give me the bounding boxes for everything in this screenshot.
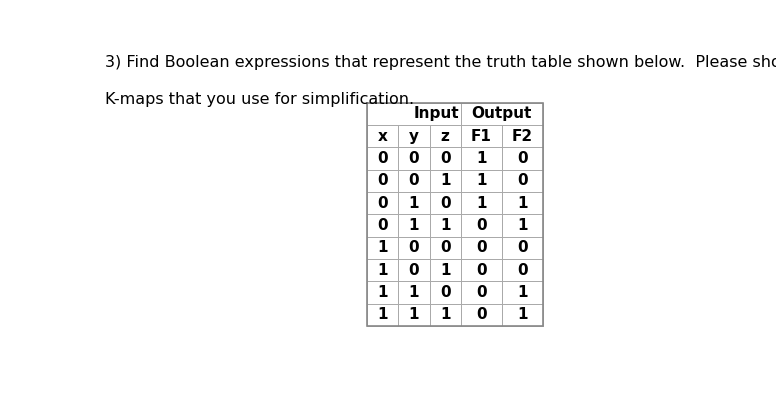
Bar	[430, 147, 461, 170]
Text: 1: 1	[476, 173, 487, 188]
Bar	[367, 214, 398, 237]
Text: 0: 0	[409, 240, 419, 255]
Text: F1: F1	[471, 129, 492, 144]
Text: 1: 1	[409, 307, 419, 322]
Bar	[461, 281, 502, 303]
Text: 1: 1	[377, 285, 388, 300]
Bar	[461, 147, 502, 170]
Bar	[367, 281, 398, 303]
Bar	[502, 192, 542, 214]
Text: 0: 0	[409, 262, 419, 278]
Bar	[367, 103, 461, 125]
Bar	[398, 170, 430, 192]
Text: 0: 0	[440, 285, 451, 300]
Text: 1: 1	[377, 240, 388, 255]
Text: 0: 0	[476, 240, 487, 255]
Text: 1: 1	[476, 196, 487, 210]
Bar	[430, 125, 461, 147]
Text: Input: Input	[414, 106, 459, 121]
Bar	[502, 259, 542, 281]
Bar	[461, 303, 502, 326]
Bar	[461, 170, 502, 192]
Text: 1: 1	[476, 151, 487, 166]
Bar	[461, 259, 502, 281]
Bar	[367, 259, 398, 281]
Text: 1: 1	[409, 285, 419, 300]
Text: 0: 0	[377, 218, 388, 233]
Text: 1: 1	[440, 262, 450, 278]
Text: 0: 0	[440, 240, 451, 255]
Bar	[398, 303, 430, 326]
Text: x: x	[378, 129, 387, 144]
Bar	[367, 192, 398, 214]
Bar	[502, 214, 542, 237]
Text: 1: 1	[409, 218, 419, 233]
Text: 0: 0	[517, 262, 528, 278]
Bar	[502, 170, 542, 192]
Bar	[398, 214, 430, 237]
Bar	[398, 281, 430, 303]
Text: 1: 1	[440, 173, 450, 188]
Text: 1: 1	[440, 218, 450, 233]
Text: 0: 0	[517, 173, 528, 188]
Bar	[367, 237, 398, 259]
Text: 0: 0	[377, 173, 388, 188]
Bar	[430, 259, 461, 281]
Text: 0: 0	[440, 151, 451, 166]
Bar	[502, 147, 542, 170]
Text: 0: 0	[377, 196, 388, 210]
Bar	[430, 192, 461, 214]
Bar	[502, 237, 542, 259]
Text: z: z	[441, 129, 449, 144]
Bar	[398, 147, 430, 170]
Text: 0: 0	[476, 307, 487, 322]
Text: 1: 1	[377, 262, 388, 278]
Text: K-maps that you use for simplification.: K-maps that you use for simplification.	[105, 92, 414, 107]
Text: 1: 1	[440, 307, 450, 322]
Bar	[367, 303, 398, 326]
Bar	[398, 192, 430, 214]
Text: 1: 1	[517, 218, 528, 233]
Text: 0: 0	[440, 196, 451, 210]
Text: 1: 1	[517, 307, 528, 322]
Text: Output: Output	[472, 106, 532, 121]
Text: 0: 0	[517, 151, 528, 166]
Bar	[367, 103, 542, 326]
Bar	[461, 237, 502, 259]
Bar	[367, 125, 398, 147]
Bar	[502, 281, 542, 303]
Bar	[502, 303, 542, 326]
Text: 0: 0	[476, 218, 487, 233]
Text: 0: 0	[476, 262, 487, 278]
Bar	[461, 103, 542, 125]
Bar	[367, 170, 398, 192]
Text: 1: 1	[409, 196, 419, 210]
Text: 0: 0	[517, 240, 528, 255]
Bar	[430, 303, 461, 326]
Bar	[430, 170, 461, 192]
Bar	[502, 125, 542, 147]
Bar	[430, 214, 461, 237]
Bar	[398, 237, 430, 259]
Text: y: y	[409, 129, 419, 144]
Bar	[461, 214, 502, 237]
Text: 0: 0	[409, 173, 419, 188]
Bar	[430, 237, 461, 259]
Text: 3) Find Boolean expressions that represent the truth table shown below.  Please : 3) Find Boolean expressions that represe…	[105, 55, 776, 70]
Bar	[461, 192, 502, 214]
Bar	[398, 125, 430, 147]
Text: 0: 0	[409, 151, 419, 166]
Text: 1: 1	[517, 285, 528, 300]
Bar	[398, 259, 430, 281]
Text: 1: 1	[377, 307, 388, 322]
Bar	[461, 125, 502, 147]
Text: 0: 0	[377, 151, 388, 166]
Text: 0: 0	[476, 285, 487, 300]
Bar	[367, 147, 398, 170]
Bar	[430, 281, 461, 303]
Text: 1: 1	[517, 196, 528, 210]
Text: F2: F2	[511, 129, 533, 144]
